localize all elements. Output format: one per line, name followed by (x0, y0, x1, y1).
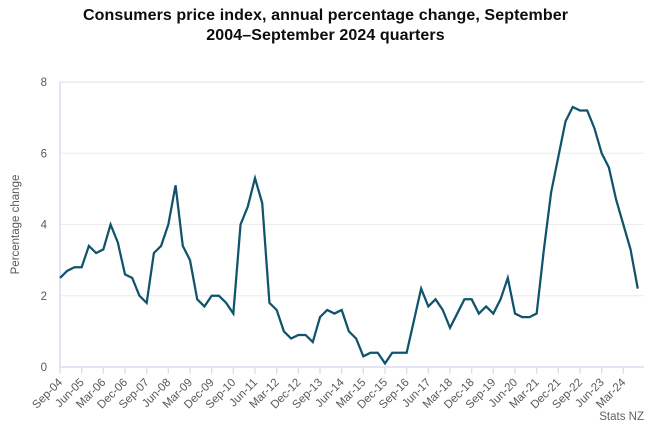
chart-title: Consumers price index, annual percentage… (0, 6, 651, 46)
y-tick-label: 6 (41, 148, 47, 160)
axis-ticks (59, 367, 624, 374)
axis-labels: Sep-04Jun-05Mar-06Dec-06Sep-07Jun-08Mar-… (10, 77, 629, 411)
y-tick-label: 4 (41, 220, 48, 232)
y-tick-label: 8 (41, 77, 47, 89)
axes (59, 81, 644, 368)
y-tick-label: 0 (41, 362, 47, 374)
data-series (59, 105, 639, 366)
gridlines (60, 152, 644, 297)
chart-title-line2: 2004–September 2024 quarters (206, 27, 445, 44)
cpi-data-line (59, 105, 639, 366)
y-tick-label: 2 (41, 291, 47, 303)
source-attribution: Stats NZ (599, 411, 644, 423)
chart-title-line1: Consumers price index, annual percentage… (82, 7, 569, 24)
y-axis-title: Percentage change (10, 175, 22, 275)
